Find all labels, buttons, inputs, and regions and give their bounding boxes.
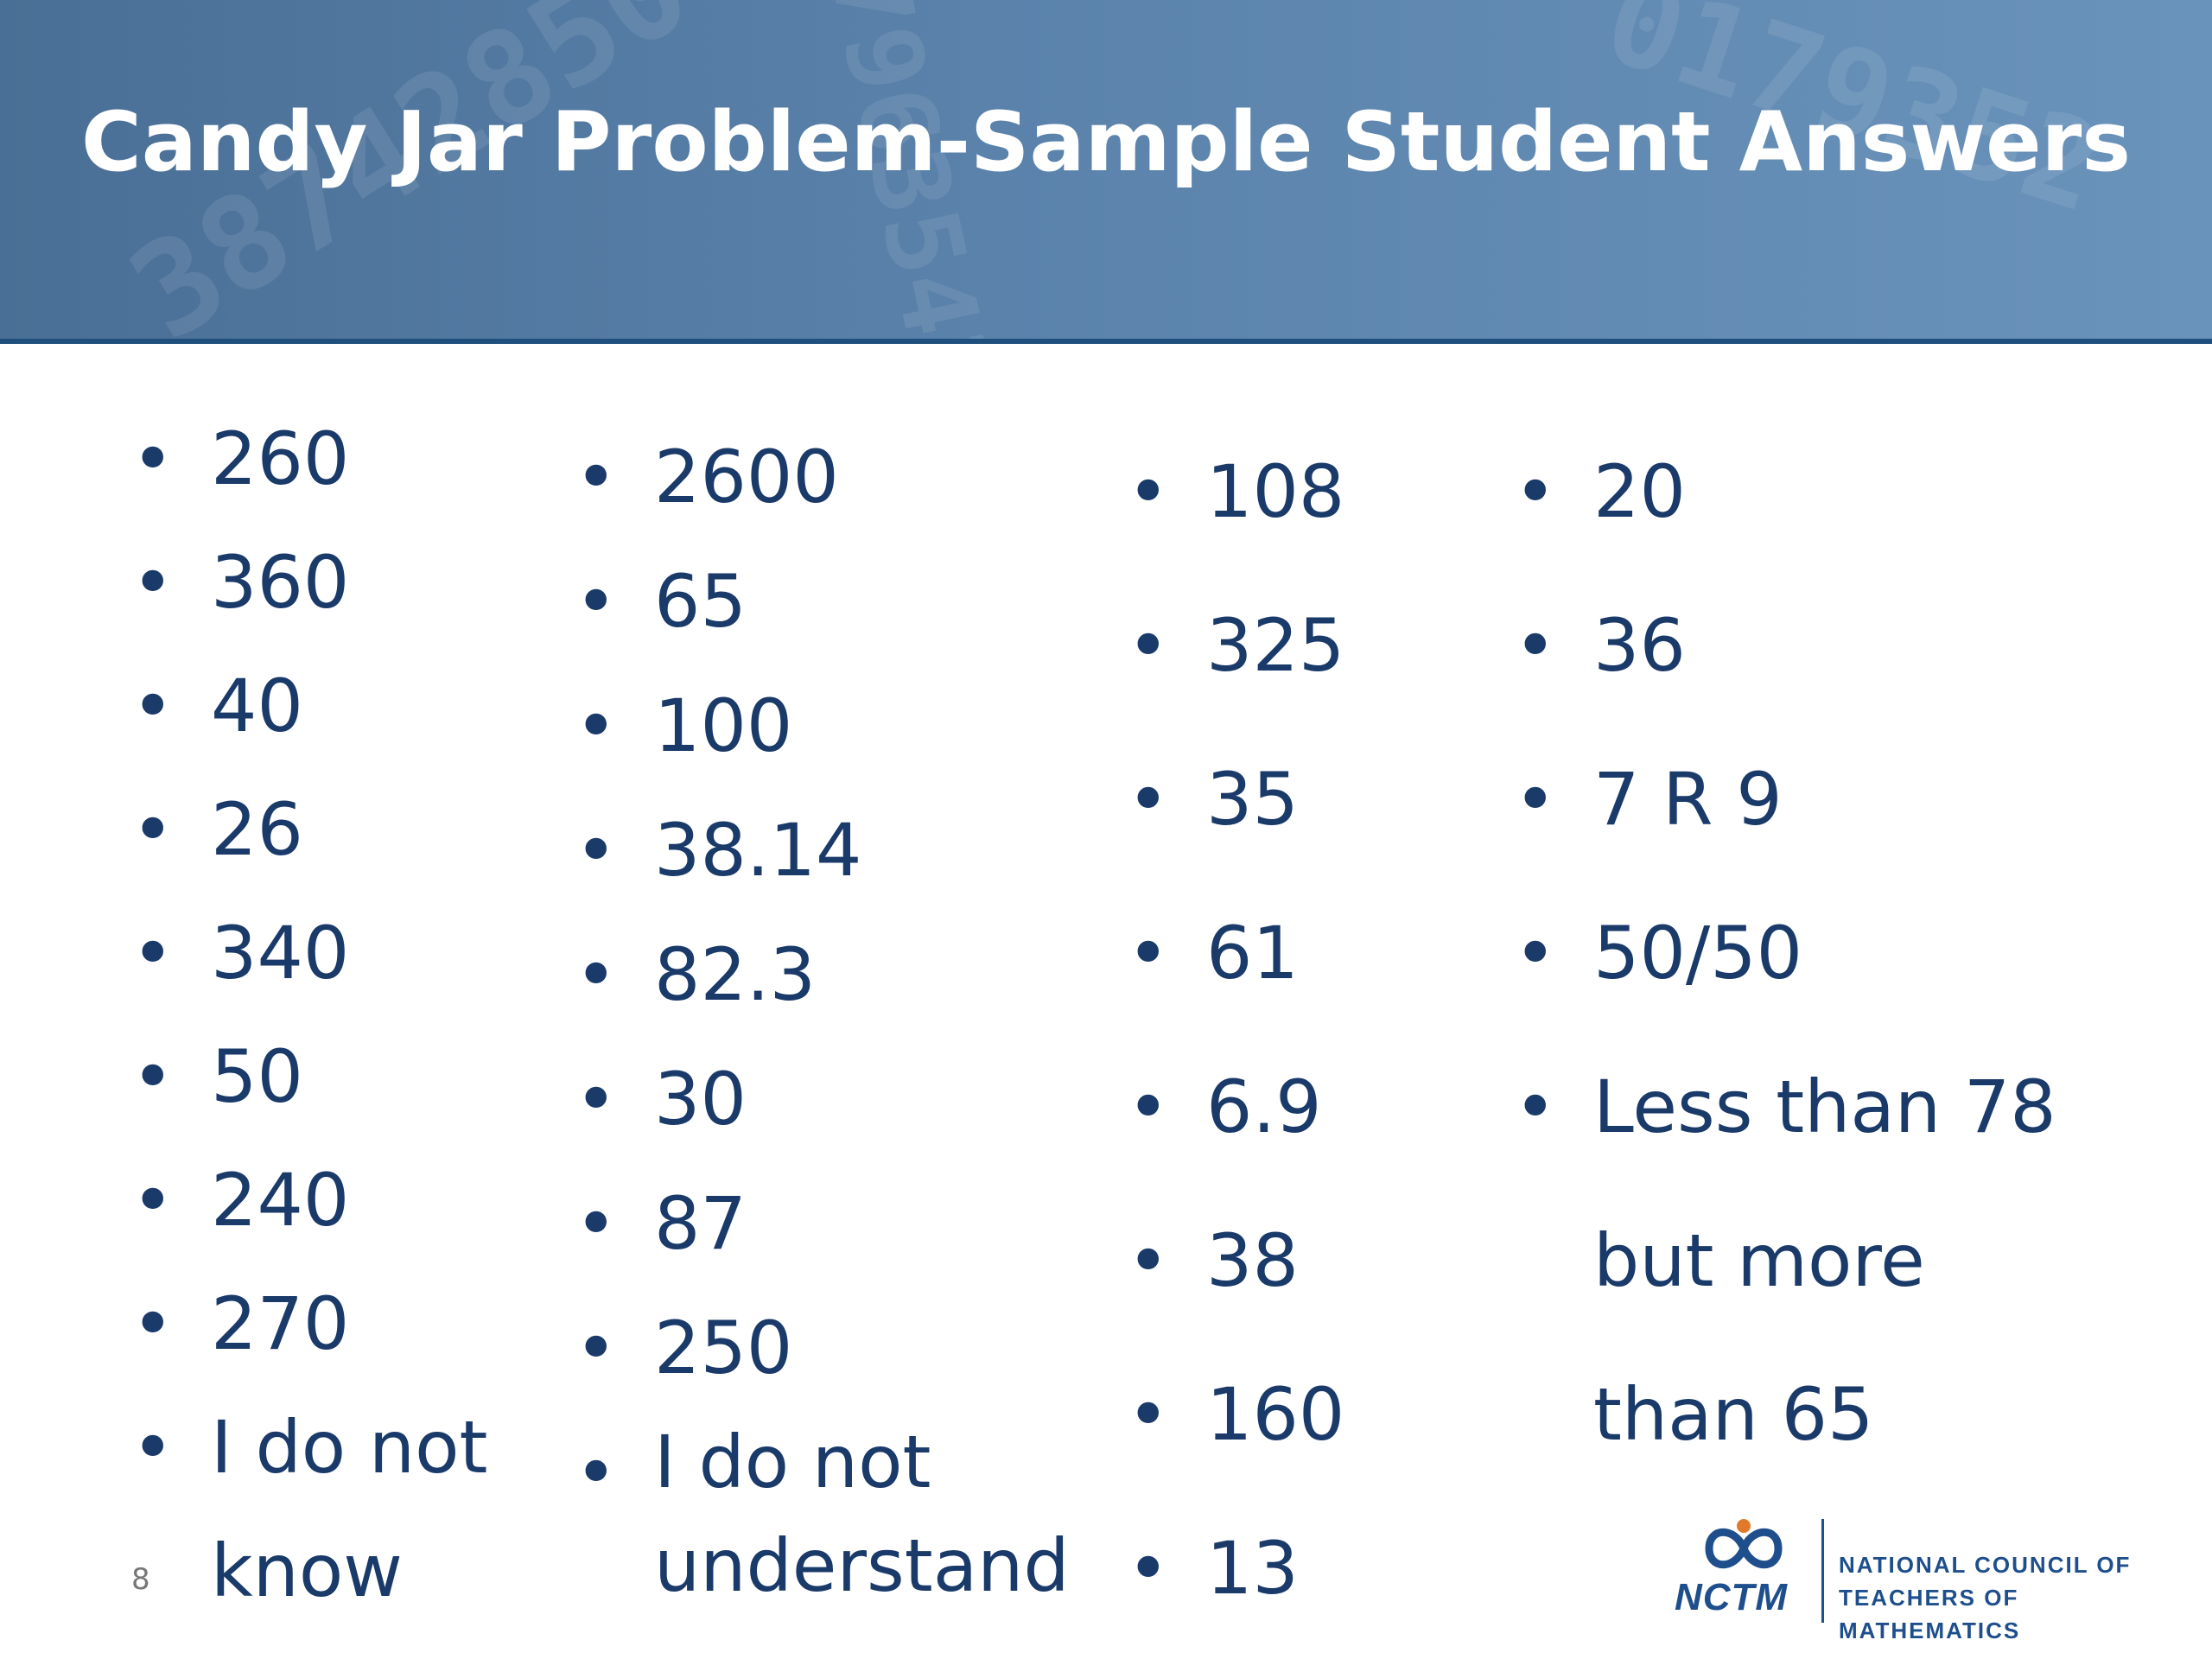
answer-item: I do not know [131, 1386, 522, 1633]
answer-item: 30 [575, 1037, 1138, 1161]
answer-item: 87 [575, 1161, 1138, 1286]
answer-item: 38.14 [575, 788, 1138, 912]
answer-item: 6.9 [1127, 1030, 1344, 1184]
nctm-logo: NCTM NATIONAL COUNCIL OF TEACHERS OF MAT… [1675, 1514, 2176, 1643]
answer-item: 13 [1127, 1491, 1344, 1645]
answer-item: 108 [1127, 415, 1344, 569]
answer-item: 325 [1127, 569, 1344, 722]
answer-item: 250 [575, 1286, 1138, 1410]
answer-item: 260 [131, 397, 522, 521]
logo-divider [1821, 1519, 1824, 1623]
answer-item: 82.3 [575, 912, 1138, 1037]
slide-title: Candy Jar Problem-Sample Student Answers [81, 95, 2131, 190]
logo-abbreviation: NCTM [1675, 1576, 1789, 1618]
answers-column-4: 20 36 7 R 9 50/50 Less than 78 but more … [1514, 415, 2094, 1491]
answer-item: 36 [1514, 569, 2094, 722]
answer-item: 240 [131, 1139, 522, 1262]
answer-item: 26 [131, 768, 522, 892]
answer-item: I do not understand [575, 1410, 1138, 1618]
answers-column-1: 260 360 40 26 340 50 240 270 I do not kn… [131, 397, 522, 1633]
answer-item: 50/50 [1514, 876, 2094, 1030]
header-rule [0, 339, 2212, 344]
nctm-logo-icon [1705, 1519, 1783, 1569]
answers-column-3: 108 325 35 61 6.9 38 160 13 [1127, 415, 1344, 1645]
answer-item: 20 [1514, 415, 2094, 569]
answer-item: 40 [131, 645, 522, 768]
slide-header: 3874285002 7963543 0179352 Candy Jar Pro… [0, 0, 2212, 344]
answer-item: 360 [131, 521, 522, 645]
answer-item: 50 [131, 1015, 522, 1139]
answer-item: 65 [575, 539, 1138, 664]
answer-item: 270 [131, 1262, 522, 1386]
answer-item: 35 [1127, 722, 1344, 876]
logo-organization-name: NATIONAL COUNCIL OF TEACHERS OF MATHEMAT… [1839, 1552, 2132, 1643]
answer-item: 38 [1127, 1184, 1344, 1338]
page-number: 8 [131, 1562, 150, 1597]
answer-item: 7 R 9 [1514, 722, 2094, 876]
answer-item: 2600 [575, 415, 1138, 539]
answer-item: 160 [1127, 1338, 1344, 1491]
answer-item: 340 [131, 892, 522, 1015]
answer-item: Less than 78 but more than 65 [1514, 1030, 2094, 1491]
answer-item: 100 [575, 664, 1138, 788]
answer-item: 61 [1127, 876, 1344, 1030]
answers-column-2: 2600 65 100 38.14 82.3 30 87 250 I do no… [575, 415, 1138, 1618]
